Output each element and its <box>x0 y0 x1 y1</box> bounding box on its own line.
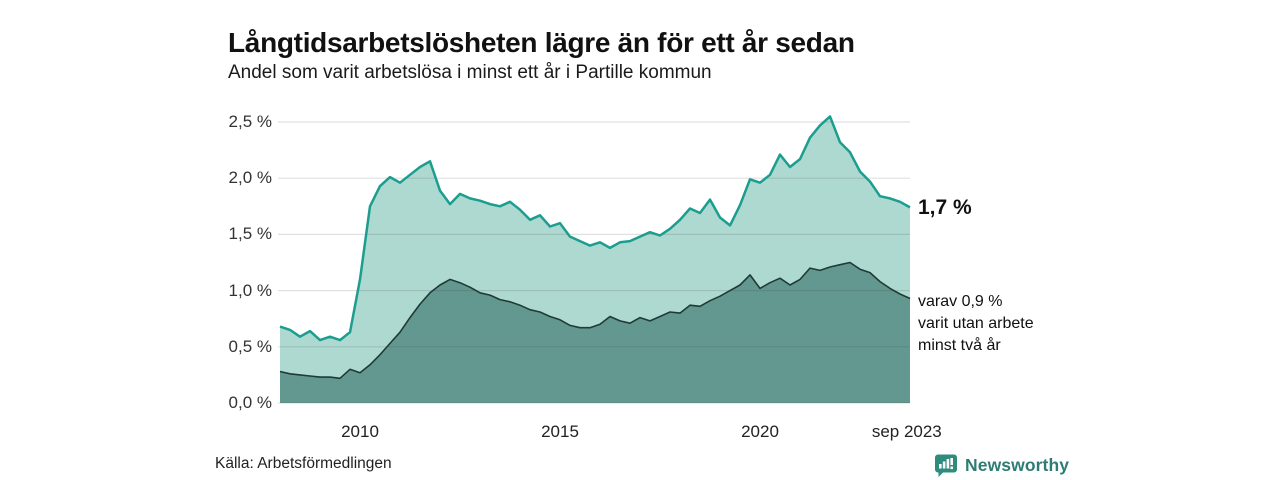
area-two-year <box>280 262 910 403</box>
annotation-two-year-line3: minst två år <box>918 337 1001 354</box>
annotation-two-year-line1: varav 0,9 % <box>918 293 1003 310</box>
x-tick-label: 2020 <box>741 422 779 441</box>
y-tick-label: 1,0 % <box>228 280 272 300</box>
y-tick-label: 0,5 % <box>228 336 272 356</box>
annotation-two-year-line2: varit utan arbete <box>918 315 1034 332</box>
newsworthy-logo-text: Newsworthy <box>965 454 1070 475</box>
y-tick-label: 2,0 % <box>228 168 272 188</box>
x-tick-label: 2010 <box>341 422 379 441</box>
chart-subtitle: Andel som varit arbetslösa i minst ett å… <box>228 62 712 83</box>
y-tick-label: 2,5 % <box>228 112 272 131</box>
line-total <box>279 115 911 342</box>
y-tick-label: 0,0 % <box>228 393 272 412</box>
x-tick-label: sep 2023 <box>871 422 942 441</box>
annotation-two-year: varav 0,9 % varit utan arbete minst två … <box>918 291 1034 357</box>
value-label-total: 1,7 % <box>918 196 972 219</box>
y-tick-label: 1,5 % <box>228 224 272 244</box>
line-two-year <box>279 261 911 380</box>
newsworthy-logo: Newsworthy <box>934 452 1069 478</box>
x-tick-label: 2015 <box>541 422 579 441</box>
chart-title: Långtidsarbetslösheten lägre än för ett … <box>228 26 855 58</box>
source-text: Källa: Arbetsförmedlingen <box>215 455 392 472</box>
newsworthy-logo-icon <box>935 454 957 477</box>
